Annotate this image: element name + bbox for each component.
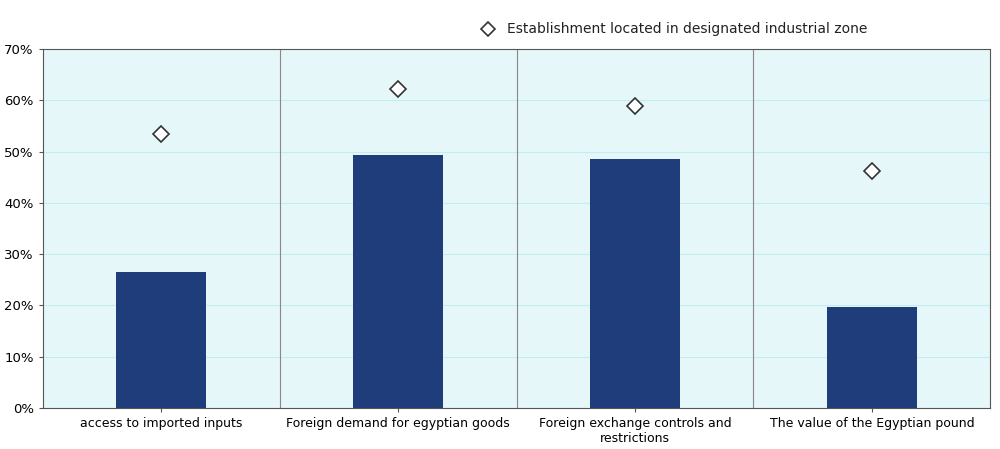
Bar (116, 272, 206, 408)
Bar (827, 307, 917, 408)
Bar (353, 155, 443, 408)
Bar (590, 159, 680, 408)
Text: Establishment located in designated industrial zone: Establishment located in designated indu… (507, 22, 867, 36)
